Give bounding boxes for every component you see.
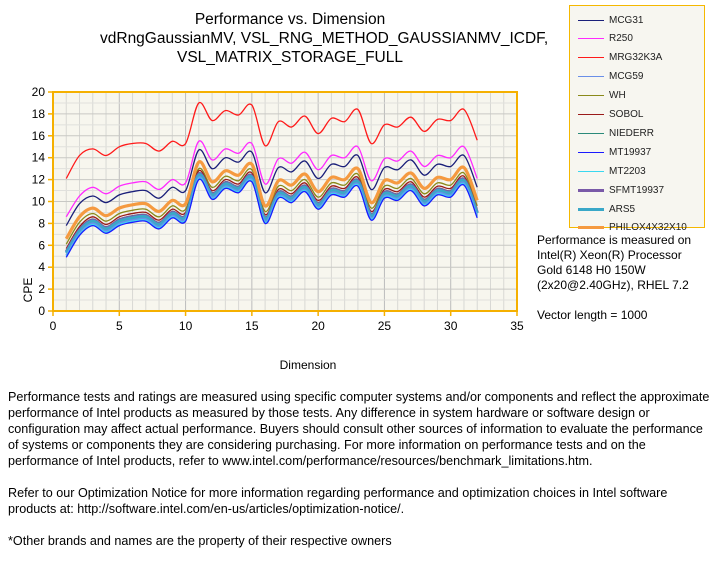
legend-item-wh: WH (578, 87, 626, 105)
y-tick-label: 10 (32, 195, 46, 209)
x-tick-label: 35 (510, 319, 524, 333)
series-line-r250 (65, 140, 478, 218)
legend-label: SFMT19937 (609, 184, 665, 196)
y-tick-label: 12 (32, 173, 46, 187)
legend-item-mt19937: MT19937 (578, 143, 651, 161)
legend-item-r250: R250 (578, 30, 633, 48)
legend-item-ars5: ARS5 (578, 200, 635, 218)
series-line-mcg31 (65, 149, 478, 226)
footer-performance-text: Performance tests and ratings are measur… (8, 390, 710, 468)
legend-swatch (578, 207, 604, 211)
chart-title: Performance vs. Dimension vdRngGaussianM… (100, 10, 548, 67)
chart-plot: 0 5 10 15 20 25 30 35 0 2 4 6 8 10 12 14 16 18 20 CPE Dimens… (21, 85, 524, 372)
series-line-philox4x32x10 (64, 160, 479, 240)
legend-swatch (578, 114, 604, 115)
legend-swatch (578, 170, 604, 172)
footer-disclaimer: Performance tests and ratings are measur… (8, 389, 713, 565)
x-tick-label: 25 (378, 319, 392, 333)
footer-brands-note: *Other brands and names are the property… (8, 534, 392, 548)
legend-swatch (578, 226, 604, 230)
y-tick-label: 8 (38, 216, 45, 230)
legend-label: MCG31 (609, 14, 644, 26)
x-tick-label: 10 (179, 319, 193, 333)
legend-label: PHILOX4X32X10 (609, 222, 687, 234)
legend-item-niederr: NIEDERR (578, 124, 654, 142)
footer-optimization-notice: Refer to our Optimization Notice for mor… (8, 486, 668, 516)
legend-label: MCG59 (609, 71, 644, 83)
y-tick-label: 18 (32, 107, 46, 121)
legend-swatch (578, 151, 604, 153)
title-line-3: VSL_MATRIX_STORAGE_FULL (177, 49, 403, 66)
series-line-mrg32k3a (65, 101, 478, 179)
y-tick-label: 20 (32, 85, 46, 99)
y-tick-label: 2 (38, 282, 45, 296)
legend-item-mcg31: MCG31 (578, 11, 643, 29)
series-line-mt19937 (65, 178, 478, 258)
performance-note: Performance is measured on Intel(R) Xeon… (537, 233, 692, 322)
y-tick-label: 0 (38, 304, 45, 318)
x-tick-label: 0 (50, 319, 57, 333)
legend-swatch (578, 19, 604, 21)
title-line-2: vdRngGaussianMV, VSL_RNG_METHOD_GAUSSIAN… (100, 30, 549, 47)
legend-item-mrg32k3a: MRG32K3A (578, 49, 662, 67)
legend-label: WH (609, 90, 626, 102)
legend-item-mt2203: MT2203 (578, 162, 646, 180)
y-tick-label: 4 (38, 260, 45, 274)
series-line-wh (65, 167, 478, 245)
y-axis-label: CPE (21, 278, 35, 303)
x-axis-label: Dimension (280, 358, 337, 372)
legend-item-mcg59: MCG59 (578, 68, 643, 86)
legend-item-sobol: SOBOL (578, 106, 643, 124)
legend-item-philox4x32x10: PHILOX4X32X10 (578, 219, 687, 237)
title-line-1: Performance vs. Dimension (194, 11, 386, 28)
legend-label: ARS5 (609, 203, 636, 215)
legend-label: R250 (609, 33, 633, 45)
legend-label: NIEDERR (609, 127, 655, 139)
y-tick-label: 16 (32, 129, 46, 143)
legend-swatch (578, 95, 604, 97)
legend-swatch (578, 76, 604, 78)
legend-label: MT2203 (609, 165, 646, 177)
y-tick-label: 6 (38, 238, 45, 252)
legend-swatch (578, 57, 604, 59)
legend-label: MRG32K3A (609, 52, 663, 64)
x-tick-label: 30 (444, 319, 458, 333)
legend-label: SOBOL (609, 109, 644, 120)
legend: MCG31 R250 MRG32K3A MCG59 WH SOBOL NIEDERR MT19… (569, 5, 705, 233)
legend-label: MT19937 (609, 146, 652, 158)
legend-item-sfmt19937: SFMT19937 (578, 181, 664, 199)
x-tick-label: 15 (245, 319, 259, 333)
x-tick-label: 5 (116, 319, 123, 333)
x-tick-label: 20 (311, 319, 325, 333)
legend-swatch (578, 188, 604, 192)
legend-swatch (578, 38, 604, 40)
legend-swatch (578, 132, 604, 134)
y-tick-label: 14 (32, 151, 46, 165)
